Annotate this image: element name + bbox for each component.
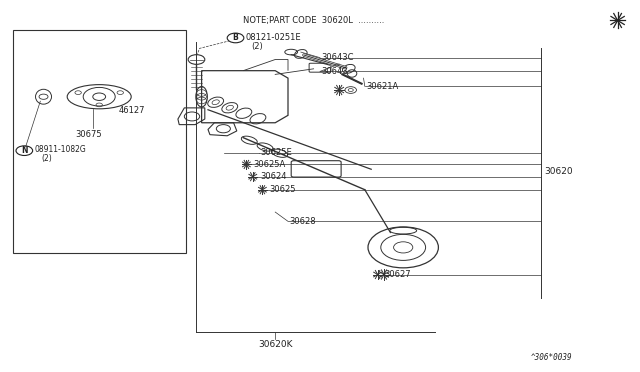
Text: (2): (2) (42, 154, 52, 163)
Text: 08121-0251E: 08121-0251E (246, 33, 301, 42)
Text: 30620K: 30620K (258, 340, 292, 349)
Text: 30627: 30627 (385, 270, 412, 279)
Text: (2): (2) (252, 42, 263, 51)
Text: 30625E: 30625E (260, 148, 292, 157)
Text: 30628: 30628 (289, 217, 316, 226)
Text: 30620: 30620 (544, 167, 573, 176)
Text: NOTE;PART CODE  30620L  ..........: NOTE;PART CODE 30620L .......... (243, 16, 390, 25)
Text: 30621A: 30621A (366, 82, 398, 91)
Text: 08911-1082G: 08911-1082G (35, 145, 86, 154)
Text: 30625A: 30625A (253, 160, 285, 169)
Text: B: B (233, 33, 238, 42)
Text: 30675: 30675 (76, 130, 102, 139)
Text: 30625: 30625 (269, 185, 296, 194)
Text: 30624: 30624 (260, 172, 286, 181)
Text: 30643C: 30643C (321, 53, 354, 62)
Text: N: N (21, 146, 28, 155)
Text: 30643: 30643 (321, 67, 348, 76)
Bar (13, 30, 186, 253)
Text: 46127: 46127 (118, 106, 145, 115)
Text: ^306*0039: ^306*0039 (531, 353, 573, 362)
